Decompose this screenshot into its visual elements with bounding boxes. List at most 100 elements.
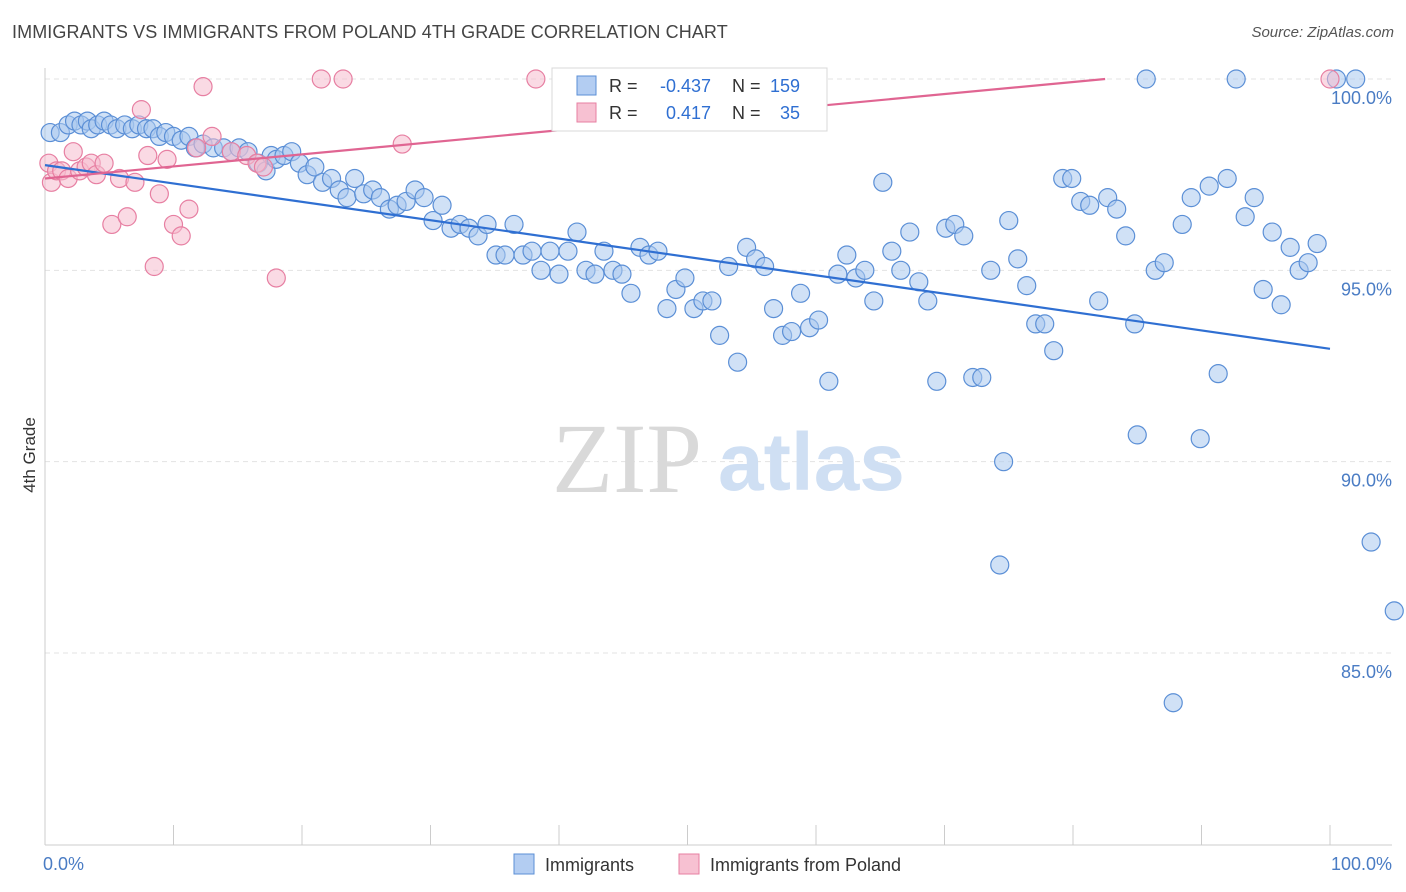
immigrants-point — [337, 188, 357, 208]
immigrants-point — [999, 210, 1019, 231]
poland-point — [202, 126, 222, 146]
immigrants-point — [828, 264, 848, 284]
immigrants-point — [990, 555, 1010, 575]
immigrants-point — [837, 245, 857, 265]
source-credit: Source: ZipAtlas.com — [1251, 24, 1394, 41]
legend-swatch-immigrants — [576, 75, 597, 96]
stats-legend: R = -0.437 N = 159 R = 0.417 N = 35 — [551, 67, 828, 132]
poland-point — [94, 153, 114, 173]
immigrants-point — [432, 195, 452, 215]
immigrants-point — [1163, 693, 1183, 713]
legend-r-label-1: R = — [609, 76, 638, 96]
immigrants-point — [710, 325, 730, 345]
immigrants-point — [790, 283, 811, 303]
poland-point — [131, 100, 151, 120]
immigrants-point — [1017, 276, 1037, 296]
immigrants-point — [1116, 226, 1136, 246]
y-tick-label-2: 95.0% — [1341, 279, 1392, 299]
immigrants-point — [1217, 168, 1237, 189]
bottom-legend-label-immigrants: Immigrants — [545, 855, 634, 875]
y-tick-label-3: 100.0% — [1331, 88, 1392, 108]
immigrants-point — [305, 157, 325, 177]
immigrants-point — [531, 260, 551, 280]
axes — [44, 68, 1392, 846]
immigrants-point — [972, 367, 992, 388]
immigrants-point — [1080, 195, 1100, 215]
immigrants-trend-line — [44, 164, 1331, 350]
immigrants-point — [1107, 199, 1127, 219]
immigrants-point — [918, 291, 938, 311]
y-tick-label-1: 90.0% — [1341, 471, 1392, 491]
immigrants-point — [1262, 222, 1282, 242]
watermark-atlas: atlas — [718, 417, 905, 508]
poland-point — [526, 69, 546, 89]
immigrants-point — [558, 241, 578, 261]
poland-point — [333, 69, 353, 89]
immigrants-point — [345, 168, 365, 189]
poland-point — [179, 199, 199, 219]
immigrants-point — [612, 264, 632, 284]
immigrants-point — [1199, 176, 1219, 196]
immigrants-point — [873, 172, 893, 192]
y-tick-labels: 85.0% 90.0% 95.0% 100.0% — [1331, 88, 1392, 682]
poland-point — [138, 145, 158, 166]
immigrants-point — [1089, 291, 1109, 311]
immigrants-point — [1384, 601, 1404, 621]
immigrants-point — [675, 268, 695, 288]
immigrants-point — [927, 371, 947, 391]
poland-point — [1320, 69, 1340, 89]
immigrants-point — [657, 299, 677, 319]
immigrants-point — [763, 299, 784, 319]
poland-point — [187, 138, 207, 158]
immigrants-point — [414, 188, 434, 208]
poland-point — [149, 184, 169, 204]
immigrants-point — [1280, 237, 1300, 257]
watermark-zip: ZIP — [552, 403, 702, 514]
series-legend: Immigrants Immigrants from Poland — [513, 853, 901, 875]
immigrants-point — [567, 222, 587, 242]
immigrants-point — [1008, 249, 1028, 269]
immigrants-point — [864, 291, 884, 311]
immigrants-point — [1226, 69, 1246, 89]
poland-point — [193, 77, 213, 97]
series-poland — [39, 69, 1340, 288]
immigrants-point — [1136, 69, 1156, 89]
immigrants-point — [1181, 188, 1201, 208]
legend-n-label-2: N = — [732, 103, 761, 123]
poland-point — [266, 268, 286, 288]
immigrants-point — [477, 214, 497, 235]
legend-r-label-2: R = — [609, 103, 638, 123]
legend-r-value-2: 0.417 — [666, 103, 711, 123]
bottom-legend-swatch-poland — [678, 853, 700, 875]
immigrants-point — [1298, 253, 1318, 273]
immigrants-point — [1307, 233, 1327, 254]
immigrants-point — [621, 283, 641, 303]
chart-title: IMMIGRANTS VS IMMIGRANTS FROM POLAND 4TH… — [12, 22, 728, 42]
series-immigrants — [40, 69, 1404, 713]
y-tick-label-0: 85.0% — [1341, 662, 1392, 682]
immigrants-point — [1172, 214, 1192, 235]
immigrants-point — [719, 256, 739, 277]
legend-box — [551, 67, 828, 132]
immigrants-point — [540, 241, 560, 261]
immigrants-point — [855, 260, 875, 280]
bottom-legend-label-poland: Immigrants from Poland — [710, 855, 901, 875]
immigrants-point — [1271, 295, 1291, 315]
legend-n-label-1: N = — [732, 76, 761, 96]
poland-point — [253, 157, 274, 177]
poland-point — [117, 207, 137, 227]
poland-point — [144, 256, 164, 277]
immigrants-point — [1190, 429, 1210, 449]
immigrants-point — [1208, 364, 1228, 384]
x-tick-labels: 0.0% 100.0% — [43, 854, 1392, 874]
bottom-legend-swatch-immigrants — [513, 853, 535, 875]
legend-swatch-poland — [576, 102, 597, 123]
legend-r-value-1: -0.437 — [660, 76, 711, 96]
poland-point — [102, 214, 122, 235]
poland-point — [311, 69, 331, 89]
immigrants-point — [1125, 314, 1145, 334]
immigrants-point — [504, 214, 524, 235]
immigrants-point — [954, 226, 974, 246]
legend-n-value-1: 159 — [770, 76, 800, 96]
immigrants-point — [1244, 188, 1264, 208]
